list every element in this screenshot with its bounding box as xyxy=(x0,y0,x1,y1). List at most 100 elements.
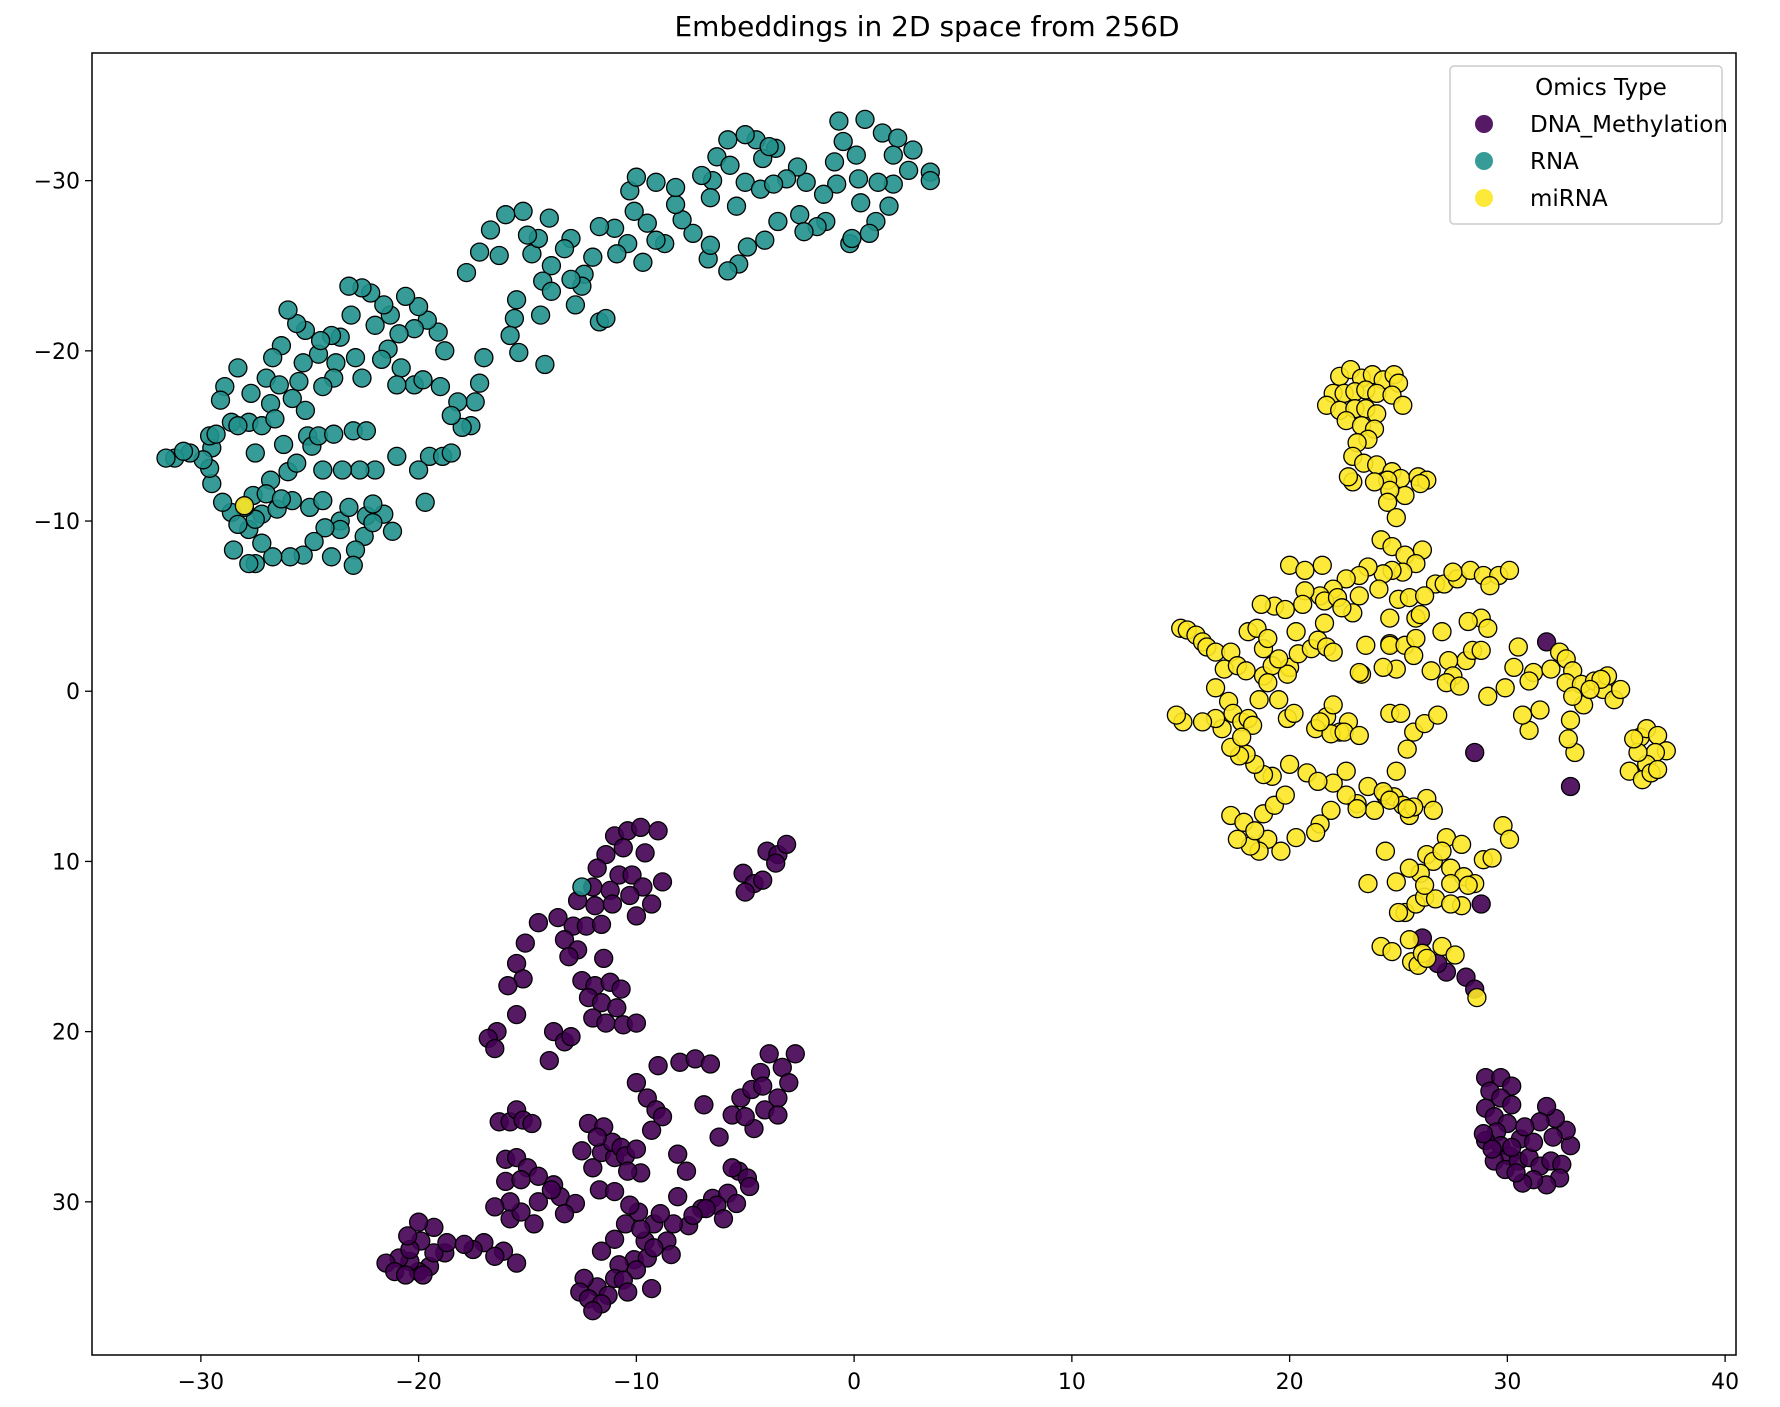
point-dna-methylation xyxy=(541,1180,562,1200)
point-rna xyxy=(665,194,686,215)
point-rna xyxy=(408,460,429,480)
point-dna-methylation xyxy=(709,1127,729,1147)
point-rna xyxy=(824,152,845,172)
x-tick-label: 40 xyxy=(1711,1370,1739,1395)
point-rna xyxy=(848,169,869,189)
point-rna xyxy=(665,177,686,198)
point-rna xyxy=(489,245,509,266)
point-mirna xyxy=(1399,930,1420,950)
point-mirna xyxy=(1271,841,1291,861)
point-rna xyxy=(535,354,555,375)
point-mirna xyxy=(1499,829,1520,849)
point-dna-methylation xyxy=(626,1139,647,1159)
point-dna-methylation xyxy=(739,1176,760,1197)
point-dna-methylation xyxy=(1506,1163,1526,1183)
point-rna xyxy=(735,125,755,145)
point-mirna xyxy=(1332,598,1352,618)
point-rna xyxy=(321,547,342,567)
y-axis: −30 −20 −10 0 10 20 30 xyxy=(34,170,92,1216)
point-mirna xyxy=(1482,848,1502,868)
point-mirna xyxy=(1364,800,1385,821)
point-dna-methylation xyxy=(587,1127,607,1147)
point-rna xyxy=(395,286,416,307)
point-rna xyxy=(269,375,289,395)
point-mirna xyxy=(1338,467,1359,487)
point-rna xyxy=(389,324,409,344)
point-mirna xyxy=(1369,579,1389,599)
point-rna xyxy=(565,295,586,315)
point-dna-methylation xyxy=(1560,776,1581,797)
point-rna xyxy=(228,358,248,378)
point-rna xyxy=(572,877,592,897)
point-rna xyxy=(428,322,448,342)
point-dna-methylation xyxy=(1536,632,1557,652)
point-rna xyxy=(827,174,847,194)
point-rna xyxy=(280,547,300,567)
point-rna xyxy=(263,547,283,567)
point-mirna xyxy=(1269,649,1289,669)
point-mirna xyxy=(1386,872,1406,892)
point-dna-methylation xyxy=(522,1113,542,1134)
point-mirna xyxy=(1336,785,1356,805)
point-mirna xyxy=(1530,700,1550,720)
point-mirna xyxy=(1336,569,1356,589)
point-rna xyxy=(607,244,627,264)
point-mirna xyxy=(1336,761,1356,781)
point-dna-methylation xyxy=(766,853,786,873)
point-dna-methylation xyxy=(1471,894,1491,914)
point-dna-methylation xyxy=(1502,1076,1522,1096)
point-dna-methylation xyxy=(528,1192,549,1212)
point-dna-methylation xyxy=(631,1219,651,1239)
point-mirna xyxy=(1432,841,1452,861)
point-mirna xyxy=(1347,799,1367,819)
point-mirna xyxy=(1277,664,1298,684)
point-mirna xyxy=(1275,599,1295,620)
point-mirna xyxy=(1610,679,1631,700)
point-mirna xyxy=(1258,673,1278,693)
x-tick-label: 10 xyxy=(1058,1370,1086,1395)
point-rna xyxy=(223,540,244,560)
point-dna-methylation xyxy=(683,1205,703,1226)
point-rna xyxy=(755,230,775,250)
point-rna xyxy=(363,513,383,533)
point-dna-methylation xyxy=(648,821,668,841)
point-rna xyxy=(554,239,575,259)
point-dna-methylation xyxy=(641,1278,662,1299)
series-rna xyxy=(156,109,940,897)
point-mirna xyxy=(1377,492,1398,512)
point-dna-methylation xyxy=(1465,742,1485,763)
y-tick-label: 10 xyxy=(52,850,80,875)
point-rna xyxy=(382,521,403,541)
point-rna xyxy=(646,172,666,192)
point-dna-methylation xyxy=(768,1105,788,1125)
y-tick-label: 0 xyxy=(66,680,80,705)
point-mirna xyxy=(1258,628,1278,649)
point-dna-methylation xyxy=(561,1027,581,1047)
point-mirna xyxy=(1388,902,1409,923)
point-dna-methylation xyxy=(626,906,647,926)
point-mirna xyxy=(1275,785,1295,805)
point-rna xyxy=(339,497,359,518)
point-dna-methylation xyxy=(641,1120,662,1140)
point-dna-methylation xyxy=(785,1044,805,1064)
point-rna xyxy=(633,252,653,272)
point-dna-methylation xyxy=(506,1004,527,1025)
point-mirna xyxy=(1380,790,1400,810)
point-rna xyxy=(726,196,747,216)
point-mirna xyxy=(1563,686,1583,706)
point-dna-methylation xyxy=(641,894,662,914)
point-mirna xyxy=(1467,987,1487,1008)
point-mirna xyxy=(1478,618,1498,638)
point-rna xyxy=(295,400,316,421)
point-rna xyxy=(210,390,231,410)
point-rna xyxy=(883,145,903,165)
x-tick-label: 30 xyxy=(1493,1370,1521,1395)
point-rna xyxy=(245,509,265,529)
point-mirna xyxy=(1560,710,1581,730)
point-rna xyxy=(343,555,363,575)
point-mirna xyxy=(1386,507,1406,528)
point-mirna xyxy=(1443,562,1463,582)
point-rna xyxy=(868,172,888,192)
legend-marker-rna xyxy=(1475,152,1493,170)
point-rna xyxy=(474,348,494,368)
